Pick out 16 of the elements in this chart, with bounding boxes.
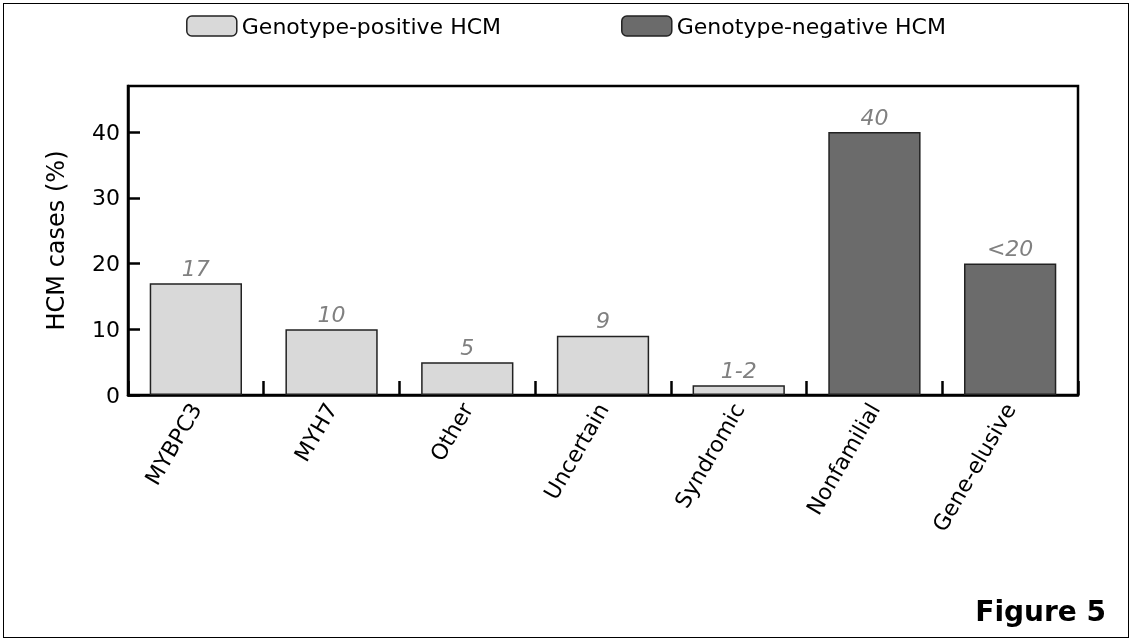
y-tick-label: 30 bbox=[92, 185, 120, 211]
data-label: <20 bbox=[986, 236, 1034, 262]
y-tick-label: 0 bbox=[106, 382, 120, 408]
data-label: 40 bbox=[860, 104, 889, 130]
legend-label: Genotype-positive HCM bbox=[241, 13, 502, 39]
y-tick-label: 20 bbox=[92, 251, 120, 277]
data-label: 1-2 bbox=[720, 357, 757, 383]
y-tick-label: 10 bbox=[92, 316, 120, 342]
data-label: 5 bbox=[460, 334, 475, 360]
legend-label: Genotype-negative HCM bbox=[676, 13, 946, 39]
y-tick-label: 40 bbox=[92, 119, 120, 145]
caption: Figure 5 bbox=[975, 594, 1106, 628]
data-label: 10 bbox=[317, 301, 346, 327]
data-label: 17 bbox=[181, 255, 210, 281]
y-axis-title: HCM cases (%) bbox=[42, 150, 70, 331]
data-label: 9 bbox=[596, 308, 610, 334]
